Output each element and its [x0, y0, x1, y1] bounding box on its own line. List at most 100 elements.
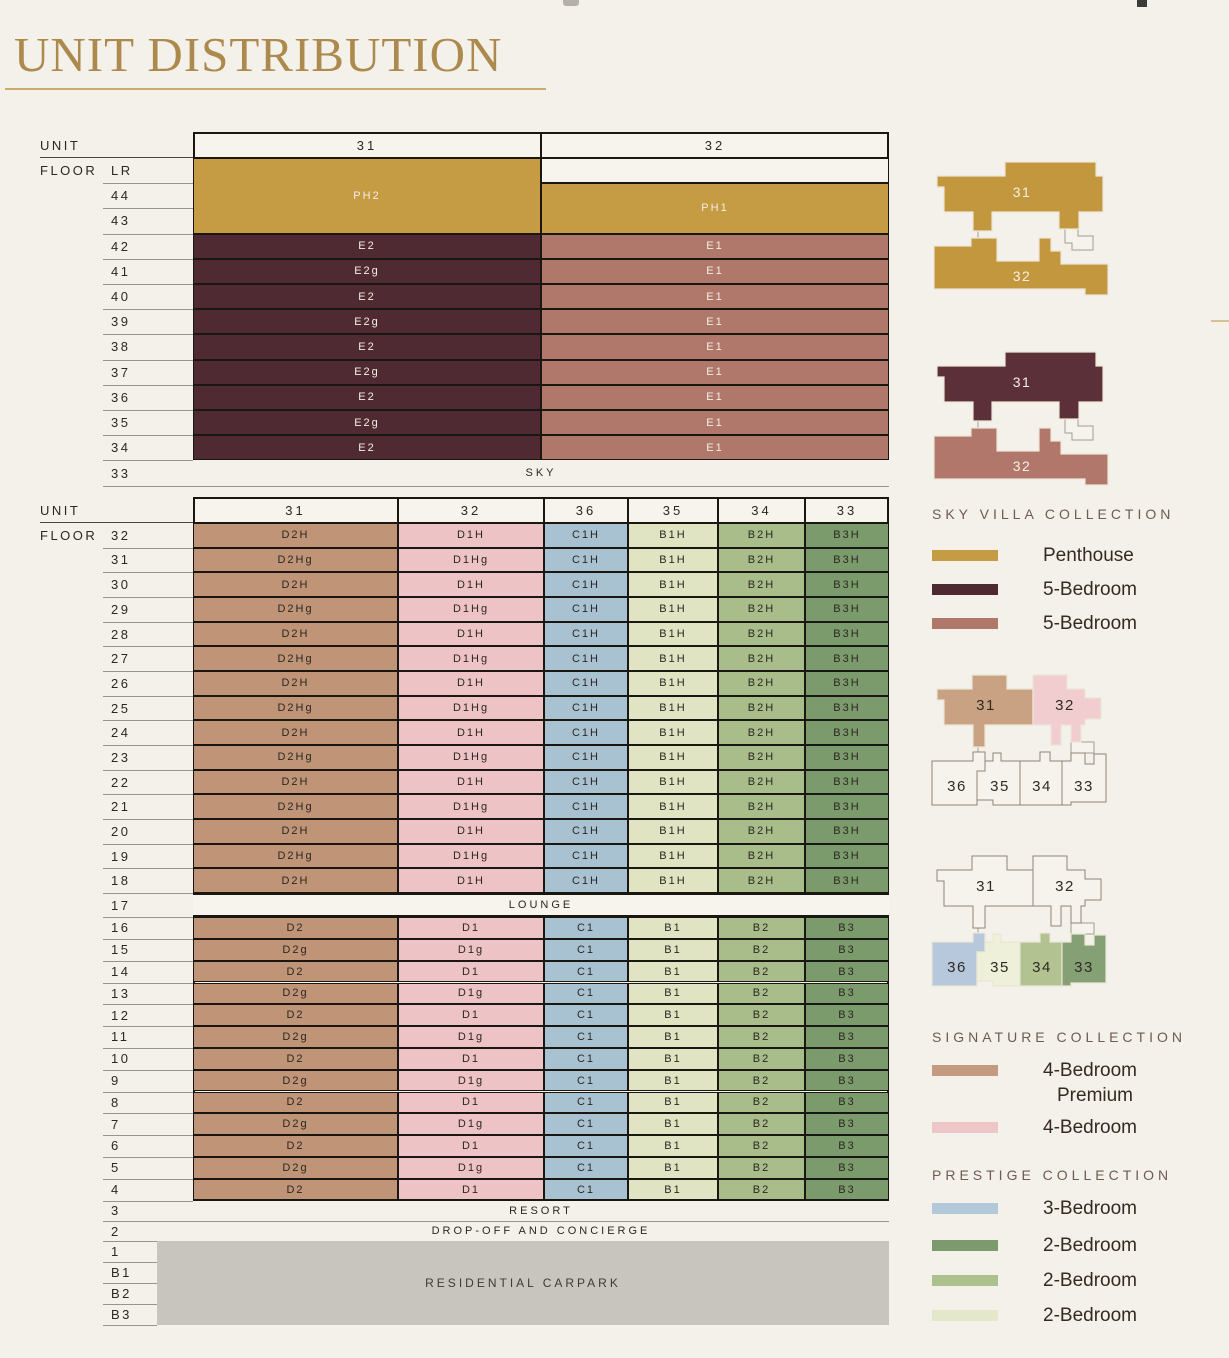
unit-cell: D2g	[193, 1113, 398, 1136]
unit-cell: D1g	[398, 1113, 544, 1136]
unit-cell: B2H	[718, 794, 805, 820]
plate-prestige-unit-32-shape	[1032, 855, 1102, 927]
plate-signature-unit-label: 31	[976, 697, 996, 714]
unit-cell: D1g	[398, 1026, 544, 1048]
floor-underline	[103, 410, 193, 411]
unit-cell: D2g	[193, 1156, 398, 1179]
unit-header-cell: 35	[628, 497, 718, 523]
legend-label: 4-Bedroom Premium	[1043, 1058, 1137, 1108]
plate-penthouse: 31 32	[933, 161, 1109, 296]
unit-cell: B1	[628, 1091, 718, 1114]
plate-5bedroom-unit-label: 32	[1013, 458, 1032, 474]
floor-label: 23	[111, 749, 131, 765]
unit-cell: D1H	[398, 769, 544, 795]
floor-underline	[103, 1283, 157, 1284]
legend-label-line: 3-Bedroom	[1043, 1198, 1137, 1219]
unit-cell: B3	[805, 1026, 889, 1048]
unit-cell: B1H	[628, 843, 718, 869]
unit-cell: D1	[398, 960, 544, 983]
unit-cell: B1H	[628, 671, 718, 696]
unit-cell: B1H	[628, 794, 718, 820]
unit-cell: D1	[398, 1091, 544, 1114]
unit-cell: D2Hg	[193, 745, 398, 770]
floor-label: 12	[111, 1007, 131, 1023]
floor-label: 31	[111, 552, 131, 568]
unit-cell: B3	[805, 1113, 889, 1136]
unit-cell: B2	[718, 982, 805, 1005]
floor-label: 41	[111, 263, 131, 279]
unit-cell: D1Hg	[398, 646, 544, 671]
unit-cell: B1	[628, 1113, 718, 1136]
unit-cell: B2H	[718, 819, 805, 844]
floor-label: 15	[111, 942, 131, 958]
legend-label-line: 4-Bedroom	[1043, 1060, 1137, 1081]
unit-cell: B3H	[805, 671, 889, 696]
unit-cell: D2	[193, 1178, 398, 1201]
legend-label-line: 2-Bedroom	[1043, 1305, 1137, 1326]
unit-cell: B2	[718, 1135, 805, 1157]
floor-underline	[103, 769, 193, 771]
floor-underline	[103, 233, 193, 235]
unit-cell: C1H	[544, 720, 628, 746]
unit-cell: B3H	[805, 843, 889, 869]
legend-swatch	[932, 1310, 998, 1321]
unit-cell: D2	[193, 1004, 398, 1027]
unit-cell: B1	[628, 917, 718, 939]
floor-column-heading: FLOOR	[40, 527, 98, 543]
floor-underline	[103, 960, 193, 962]
resort-row: RESORT	[509, 1204, 573, 1217]
unit-cell: D2H	[193, 819, 398, 844]
unit-cell: E2g	[193, 359, 541, 385]
floor-underline	[103, 1069, 193, 1071]
floor-underline	[103, 794, 193, 796]
plate-signature-unit-label: 34	[1032, 778, 1052, 795]
unit-cell: D2g	[193, 1069, 398, 1092]
unit-cell: B2	[718, 917, 805, 939]
plate-penthouse-unit-label: 31	[1013, 184, 1032, 200]
unit-cell: B3	[805, 1178, 889, 1201]
unit-cell: B3H	[805, 819, 889, 844]
plate-penthouse-unit-32-shape	[933, 237, 1109, 296]
unit-cell: C1H	[544, 646, 628, 671]
legend-label: 3-Bedroom	[1043, 1196, 1137, 1221]
floor-label: 8	[111, 1094, 121, 1110]
unit-cell: B2	[718, 1026, 805, 1048]
unit-cell: B3H	[805, 572, 889, 597]
unit-cell: C1H	[544, 621, 628, 647]
unit-cell: B2	[718, 1047, 805, 1070]
unit-cell: D1H	[398, 621, 544, 647]
legend-swatch	[932, 1203, 998, 1214]
sky-row-label: SKY	[525, 467, 557, 480]
plate-signature: 31 32 36 35 34 33	[931, 674, 1107, 806]
unit-column-heading: UNIT	[40, 502, 81, 518]
floor-underline	[103, 183, 193, 185]
unit-cell: B1H	[628, 523, 718, 548]
floor-label: 14	[111, 964, 131, 980]
unit-cell: B2H	[718, 621, 805, 647]
unit-cell: B1H	[628, 819, 718, 844]
unit-cell: B1	[628, 938, 718, 961]
unit-cell: B1H	[628, 720, 718, 746]
unit-cell: C1H	[544, 769, 628, 795]
floor-label: 1	[111, 1244, 121, 1259]
unit-cell: D2	[193, 1047, 398, 1070]
floor-underline	[103, 843, 193, 845]
floor-label: 28	[111, 626, 131, 642]
unit-cell: C1H	[544, 843, 628, 869]
unit-cell: B1	[628, 960, 718, 983]
unit-cell: B1	[628, 1178, 718, 1201]
unit-cell: D1	[398, 1004, 544, 1027]
unit-cell: C1	[544, 1069, 628, 1092]
unit-cell: B3H	[805, 547, 889, 573]
unit-cell: D2H	[193, 720, 398, 746]
floor-label: 35	[111, 415, 131, 431]
unit-cell: B1	[628, 982, 718, 1005]
floor-label: 4	[111, 1182, 121, 1198]
floor-underline	[103, 435, 193, 437]
floor-label: 21	[111, 799, 131, 815]
floor-label: 13	[111, 985, 131, 1001]
floor-underline	[103, 917, 193, 919]
unit-cell: C1	[544, 1091, 628, 1114]
floor-label: 32	[111, 527, 131, 543]
plate-5bedroom: 31 32	[933, 351, 1109, 486]
